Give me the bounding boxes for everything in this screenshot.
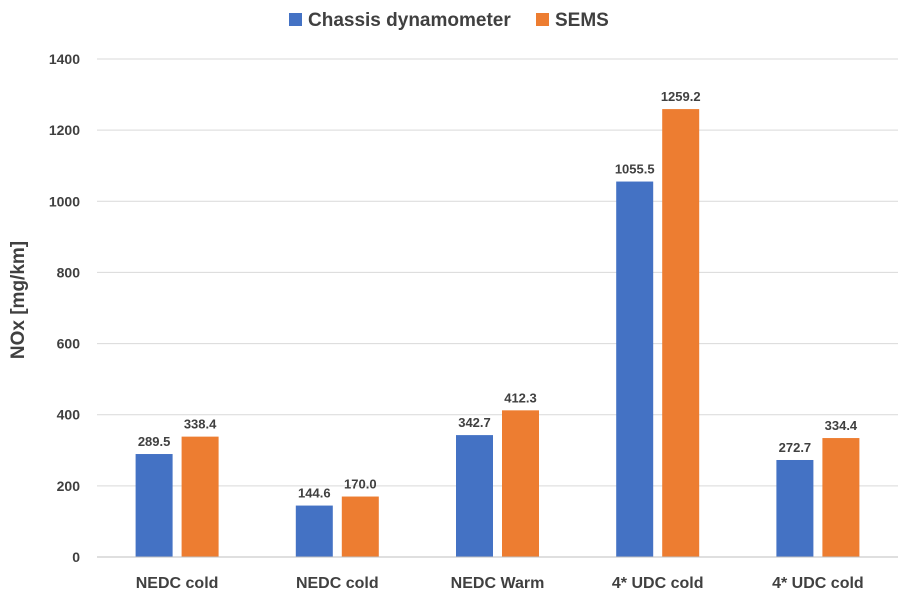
data-label: 272.7 <box>779 440 812 455</box>
y-tick-label: 800 <box>57 264 81 280</box>
data-label: 144.6 <box>298 486 331 501</box>
legend-swatch-sems <box>536 13 549 26</box>
legend-swatch-chassis <box>289 13 302 26</box>
gridlines <box>97 58 898 487</box>
bar-chassis-3 <box>616 181 654 557</box>
y-tick-label: 0 <box>72 549 80 565</box>
legend: Chassis dynamometer SEMS <box>289 10 609 31</box>
x-category-label: 4* UDC cold <box>612 575 704 592</box>
bar-sems-4 <box>822 438 860 557</box>
data-label: 334.4 <box>825 418 858 433</box>
bar-chassis-1 <box>295 505 333 557</box>
bars <box>135 109 860 558</box>
bar-sems-2 <box>502 410 539 557</box>
data-label: 1055.5 <box>615 162 655 177</box>
bar-sems-0 <box>181 436 219 557</box>
data-label: 338.4 <box>184 417 217 432</box>
y-tick-label: 1400 <box>49 51 80 67</box>
axes: 0 200 400 600 800 1000 1200 1400 NEDC cold NEDC c… <box>49 51 898 592</box>
x-category-label: NEDC Warm <box>451 575 545 592</box>
data-label: 342.7 <box>458 415 491 430</box>
bar-chassis-0 <box>135 454 173 557</box>
data-label: 170.0 <box>344 477 377 492</box>
data-label: 412.3 <box>504 390 537 405</box>
y-axis-title: NOx [mg/km] <box>8 241 29 359</box>
bar-sems-3 <box>662 109 700 558</box>
data-labels: 289.5 338.4 144.6 170.0 342.7 412.3 1055.5 1259… <box>138 89 858 500</box>
legend-label-sems: SEMS <box>555 10 609 31</box>
y-tick-label: 600 <box>57 336 81 352</box>
y-tick-label: 200 <box>57 478 81 494</box>
y-tick-label: 400 <box>57 407 81 423</box>
bar-chassis-4 <box>776 459 814 557</box>
data-label: 289.5 <box>138 434 171 449</box>
y-tick-label: 1200 <box>49 122 80 138</box>
x-category-label: 4* UDC cold <box>772 575 864 592</box>
legend-label-chassis: Chassis dynamometer <box>308 10 511 31</box>
y-tick-label: 1000 <box>49 193 80 209</box>
data-label: 1259.2 <box>661 89 701 104</box>
x-category-label: NEDC cold <box>296 575 379 592</box>
bar-chassis-2 <box>456 435 493 557</box>
x-category-label: NEDC cold <box>136 575 219 592</box>
bar-sems-1 <box>341 496 379 557</box>
